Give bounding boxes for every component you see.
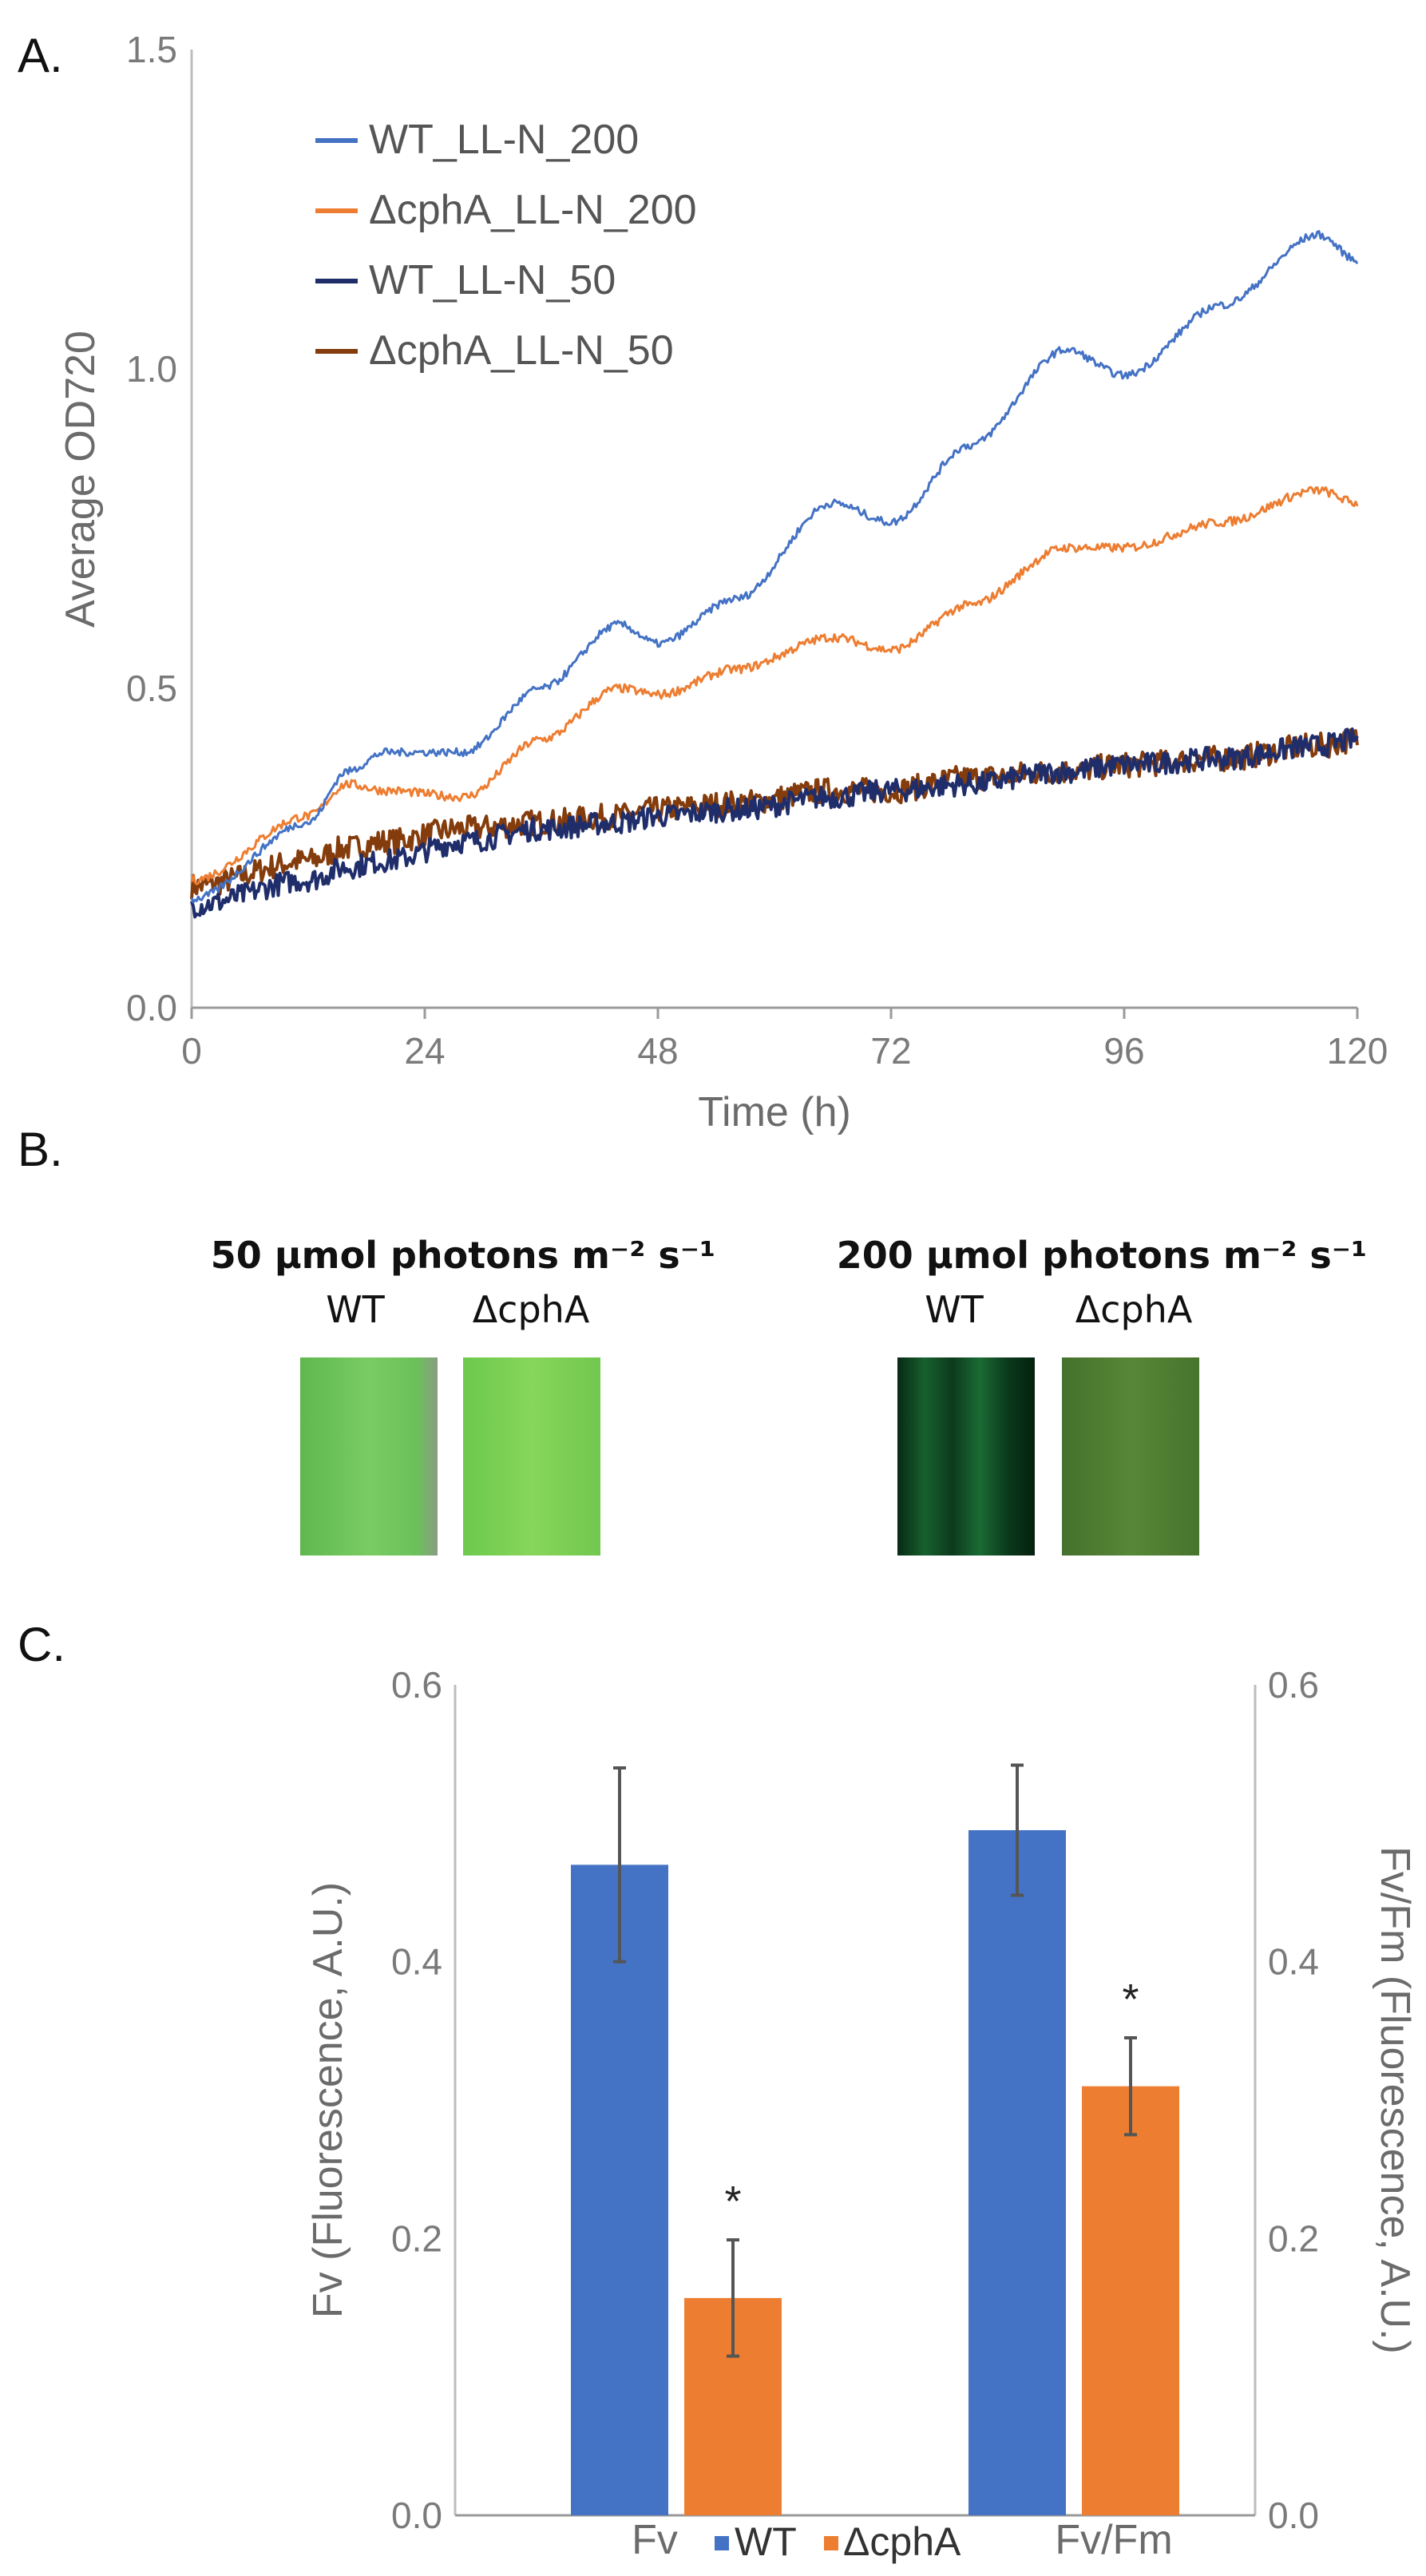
strain-label-200-cpha: ΔcphA [1075,1288,1193,1331]
bars: ** [571,1763,1179,2515]
x-tick-label: 96 [1103,1030,1144,1072]
series-lines [190,230,1359,919]
condition-label-200: 200 µmol photons m⁻² s⁻¹ [837,1234,1367,1277]
photo-50-cpha [463,1357,600,1556]
series-line-1 [190,485,1359,886]
right-y-tick-labels: 0.0 0.2 0.4 0.6 [1268,1664,1319,2536]
y-tick-label: 0.5 [126,668,177,709]
legend: WT_LL-N_200 ΔcphA_LL-N_200 WT_LL-N_50 ΔcphA… [315,117,697,374]
legend-label-0: WT_LL-N_200 [369,117,639,163]
strain-label-200-wt: WT [925,1288,984,1331]
culture-photos: 50 µmol photons m⁻² s⁻¹ WT ΔcphA 200 µmo… [211,1234,1367,1556]
panel-label-b: B. [18,1123,63,1176]
left-y-tick-label: 0.2 [391,2217,442,2259]
left-y-tick-label: 0.6 [391,1664,442,1706]
x-tick-label: 24 [404,1030,445,1072]
right-y-tick-label: 0.2 [1268,2217,1319,2259]
y-tick-labels: 0.0 0.5 1.0 1.5 [126,29,177,1028]
legend-label-2: WT_LL-N_50 [369,257,616,303]
legend-swatch-cpha [824,2536,838,2550]
legend: WT ΔcphA [715,2519,961,2564]
x-axis-label: Time (h) [698,1089,851,1135]
bar-Fv-0 [571,1865,668,2515]
photo-200-wt [897,1357,1035,1556]
right-y-axis-label: Fv/Fm (Fluorescence, A.U.) [1372,1846,1418,2354]
y-axis-label: Average OD720 [57,331,104,628]
x-tick-labels: 0 24 48 72 96 120 [181,1008,1388,1072]
legend-label-cpha: ΔcphA [843,2519,961,2564]
x-tick-label: 120 [1327,1030,1388,1072]
bar-chart: 0.00.20.40.6 0.00.20.40.6 ** Fv Fv/Fm Fv … [305,1664,1418,2564]
legend-label-1: ΔcphA_LL-N_200 [369,187,697,233]
panel-label-a: A. [18,29,63,82]
right-y-tick-label: 0.4 [1268,1941,1319,1983]
category-label: Fv/Fm [1055,2517,1172,2563]
left-y-tick-label: 0.0 [391,2495,442,2536]
x-tick-label: 72 [870,1030,911,1072]
bar-Fv-Fm-0 [968,1830,1066,2515]
left-y-tick-labels: 0.0 0.2 0.4 0.6 [391,1664,442,2536]
condition-label-50: 50 µmol photons m⁻² s⁻¹ [211,1234,715,1277]
x-tick-label: 0 [181,1030,202,1072]
legend-label-wt: WT [735,2519,797,2564]
series-line-2 [190,727,1359,919]
legend-label-3: ΔcphA_LL-N_50 [369,327,674,374]
left-y-tick-label: 0.4 [391,1941,442,1983]
photo-50-wt [300,1357,438,1556]
y-tick-label: 1.5 [126,29,177,70]
category-labels: Fv Fv/Fm [632,2517,1173,2563]
strain-label-50-cpha: ΔcphA [473,1288,590,1331]
left-y-axis-label: Fv (Fluorescence, A.U.) [305,1882,351,2318]
y-tick-label: 1.0 [126,348,177,390]
x-tick-label: 48 [637,1030,678,1072]
series-line-0 [190,230,1359,904]
legend-swatch-wt [715,2536,729,2550]
photo-200-cpha [1062,1357,1199,1556]
bar-Fv-Fm-1 [1082,2086,1179,2515]
right-y-tick-label: 0.0 [1268,2495,1319,2536]
y-tick-label: 0.0 [126,987,177,1028]
significance-marker: * [1122,1976,1139,2023]
strain-label-50-wt: WT [326,1288,385,1331]
panel-label-c: C. [18,1618,65,1671]
category-label: Fv [632,2517,678,2563]
right-y-tick-label: 0.6 [1268,1664,1319,1706]
significance-marker: * [724,2178,741,2225]
series-line-3 [190,728,1359,900]
line-chart: 0.0 0.5 1.0 1.5 0 24 48 72 96 120 WT_LL-N_200 Δcp… [57,29,1388,1135]
